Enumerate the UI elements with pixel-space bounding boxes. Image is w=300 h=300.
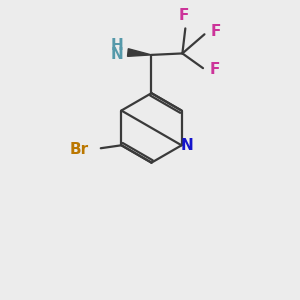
Text: F: F — [179, 8, 189, 23]
Text: Br: Br — [70, 142, 89, 157]
Text: F: F — [209, 61, 220, 76]
Text: N: N — [181, 138, 193, 153]
Text: F: F — [211, 24, 221, 39]
Text: N: N — [111, 47, 123, 62]
Text: H: H — [111, 38, 123, 53]
Polygon shape — [128, 49, 152, 56]
